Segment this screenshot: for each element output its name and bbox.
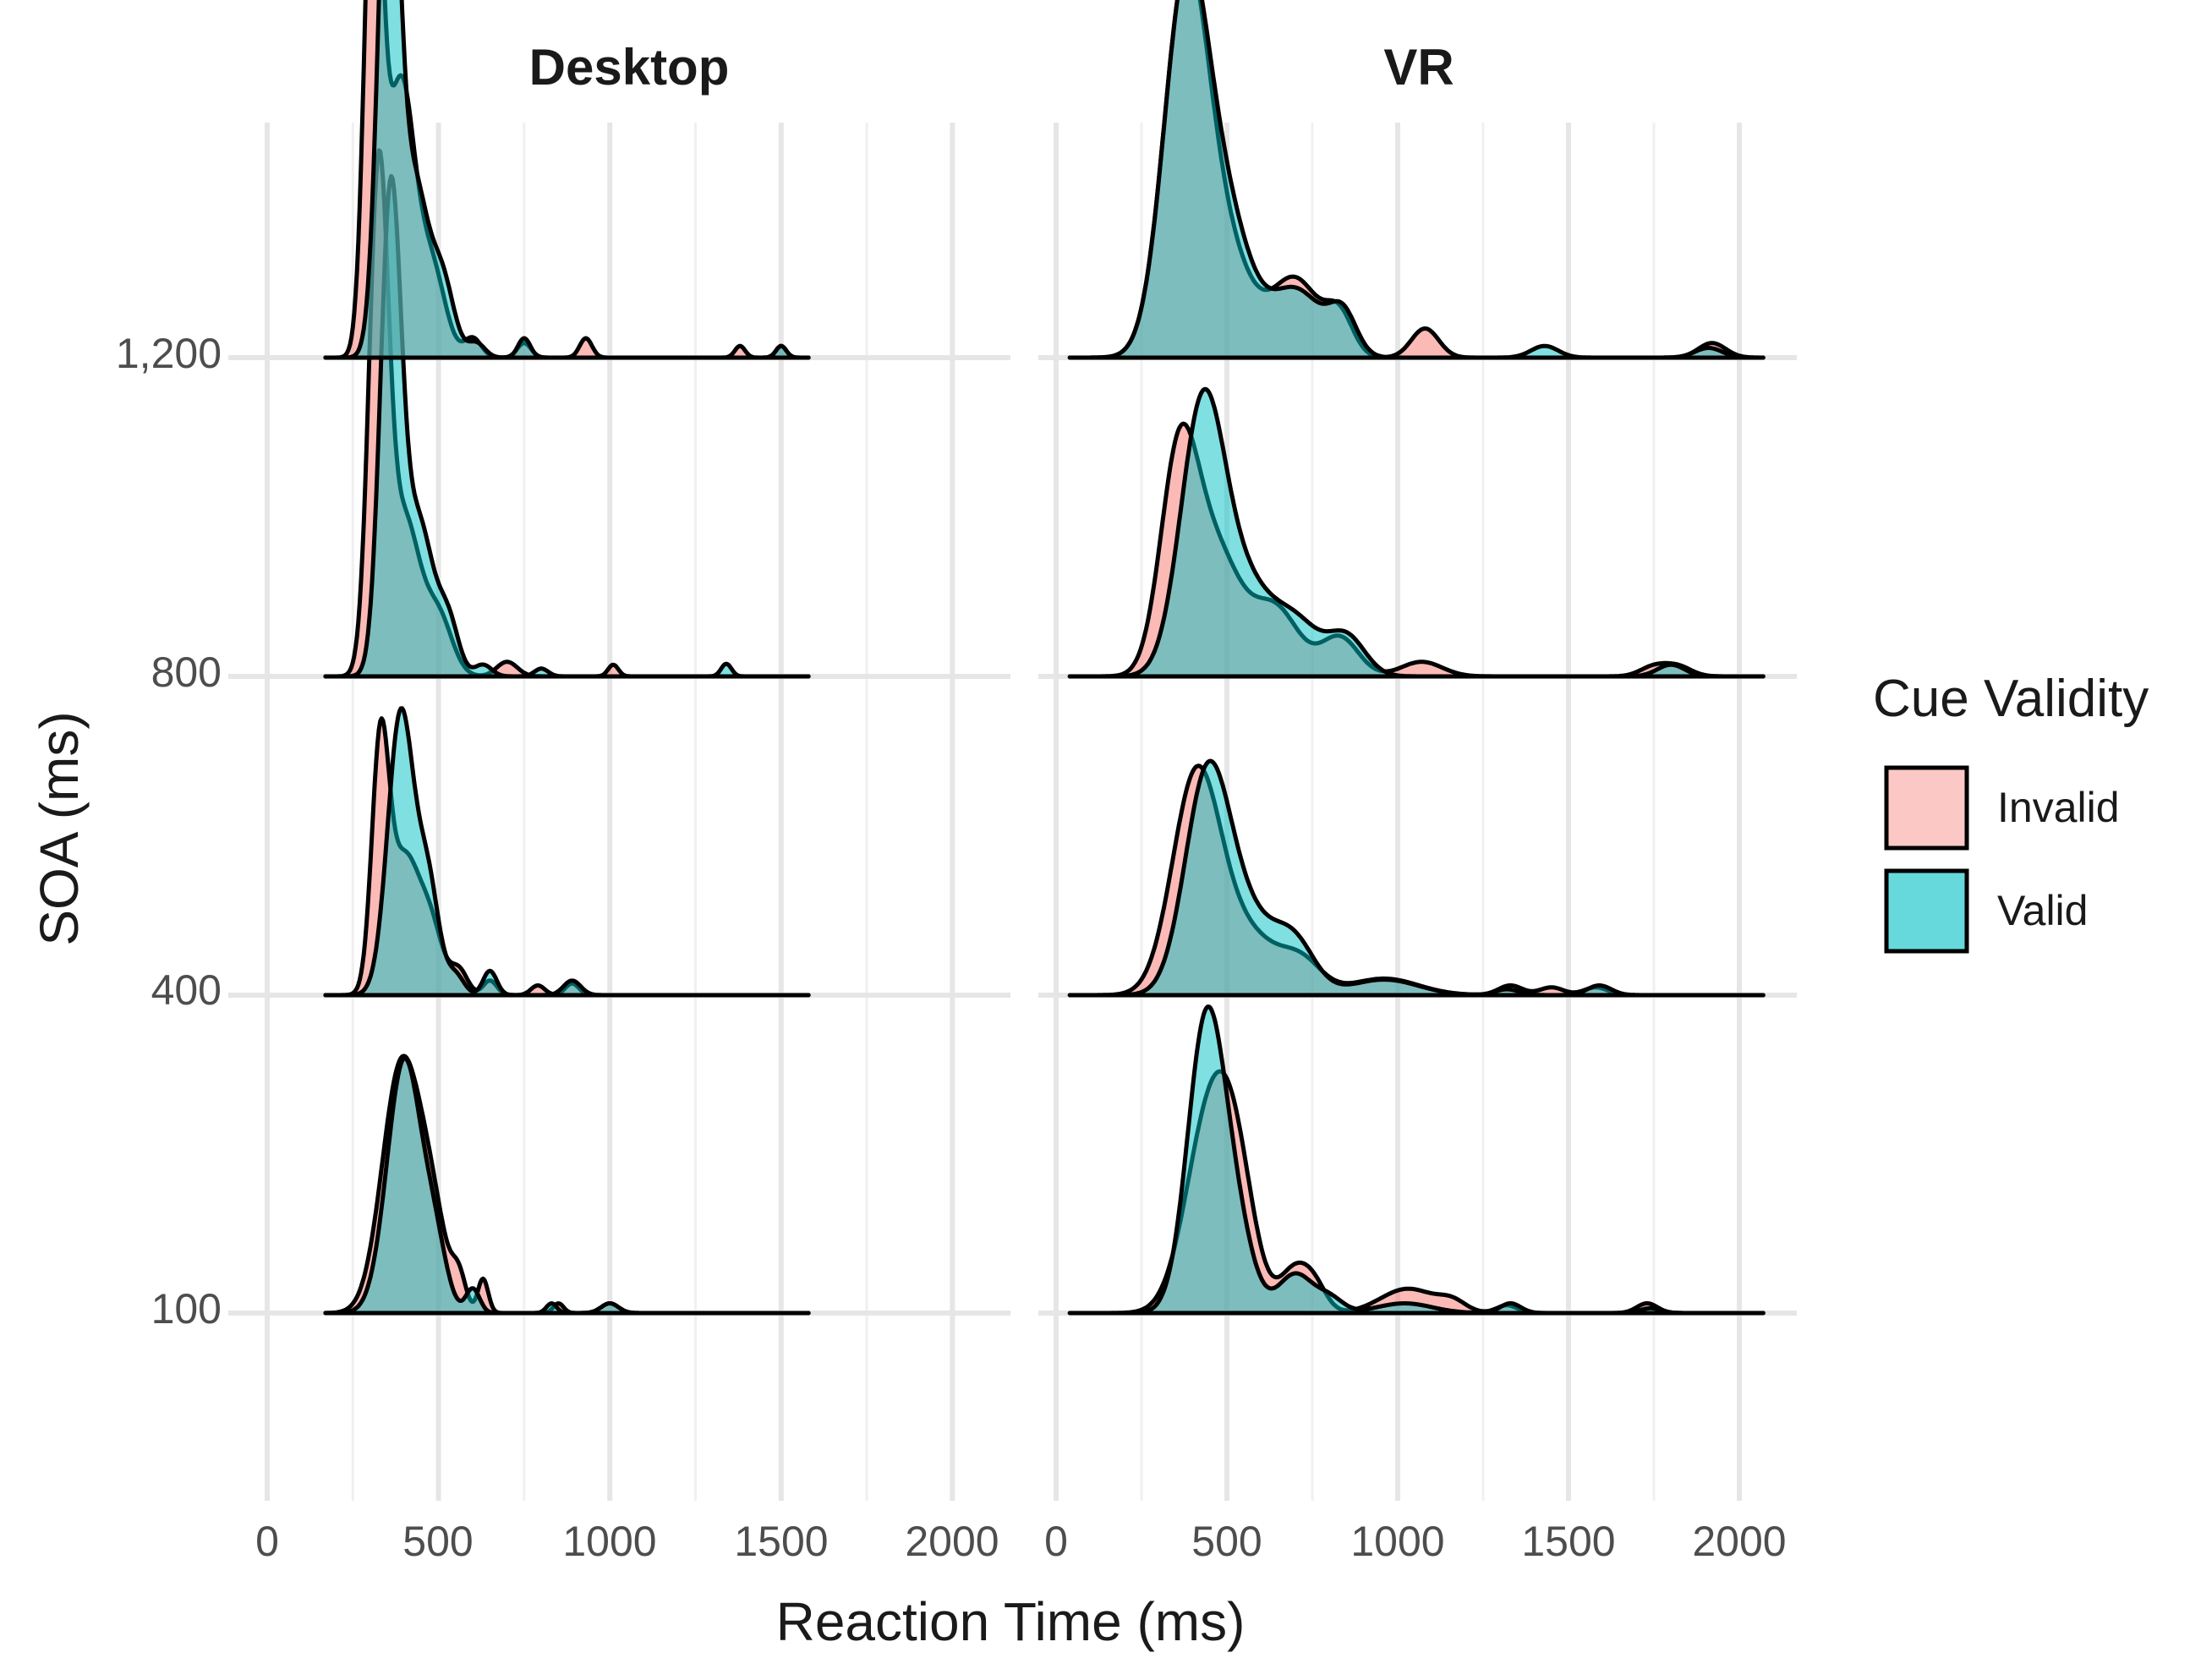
legend-swatch-invalid <box>1884 765 1969 851</box>
x-tick-label-vr-0: 0 <box>1044 1518 1068 1565</box>
ridge-desktop-soa-400-valid <box>323 706 811 998</box>
x-axis-desktop: 0 500 1000 1500 2000 <box>255 1518 999 1565</box>
panel-title-vr: VR <box>1383 39 1454 96</box>
y-tick-label-400: 400 <box>151 966 222 1014</box>
ridge-vr-soa-1200-valid <box>1067 0 1766 360</box>
legend-label-valid: Valid <box>1997 887 2088 934</box>
x-tick-label-desktop-1500: 1500 <box>734 1518 828 1565</box>
panel-title-desktop: Desktop <box>529 39 730 96</box>
ridge-desktop-soa-1200-valid <box>323 0 811 360</box>
y-axis-title: SOA (ms) <box>29 711 90 945</box>
x-tick-label-vr-1000: 1000 <box>1350 1518 1444 1565</box>
legend: Cue Validity Invalid Valid <box>1873 670 2149 954</box>
ridge-desktop-soa-800-valid <box>323 173 811 679</box>
x-tick-label-desktop-0: 0 <box>255 1518 279 1565</box>
x-tick-label-desktop-500: 500 <box>402 1518 473 1565</box>
y-axis: 100 400 800 1,200 <box>116 330 222 1333</box>
ridge-vr-soa-800-valid <box>1067 386 1766 679</box>
y-tick-label-1200: 1,200 <box>116 330 222 377</box>
x-tick-label-desktop-1000: 1000 <box>562 1518 656 1565</box>
ridge-desktop-soa-100-valid <box>323 1055 811 1316</box>
x-axis-title: Reaction Time (ms) <box>776 1591 1246 1652</box>
ridge-vr-soa-100-valid <box>1067 1004 1766 1316</box>
x-tick-label-vr-2000: 2000 <box>1692 1518 1786 1565</box>
y-tick-label-100: 100 <box>151 1285 222 1333</box>
x-tick-label-vr-500: 500 <box>1191 1518 1262 1565</box>
legend-label-invalid: Invalid <box>1997 784 2120 831</box>
legend-swatch-valid <box>1884 868 1969 954</box>
legend-title: Cue Validity <box>1873 670 2149 728</box>
ridge-vr-soa-400-valid <box>1067 758 1766 998</box>
x-tick-label-desktop-2000: 2000 <box>905 1518 999 1565</box>
y-tick-label-800: 800 <box>151 648 222 696</box>
x-tick-label-vr-1500: 1500 <box>1521 1518 1615 1565</box>
density-ridges <box>323 0 1766 1316</box>
x-axis-vr: 0 500 1000 1500 2000 <box>1044 1518 1787 1565</box>
